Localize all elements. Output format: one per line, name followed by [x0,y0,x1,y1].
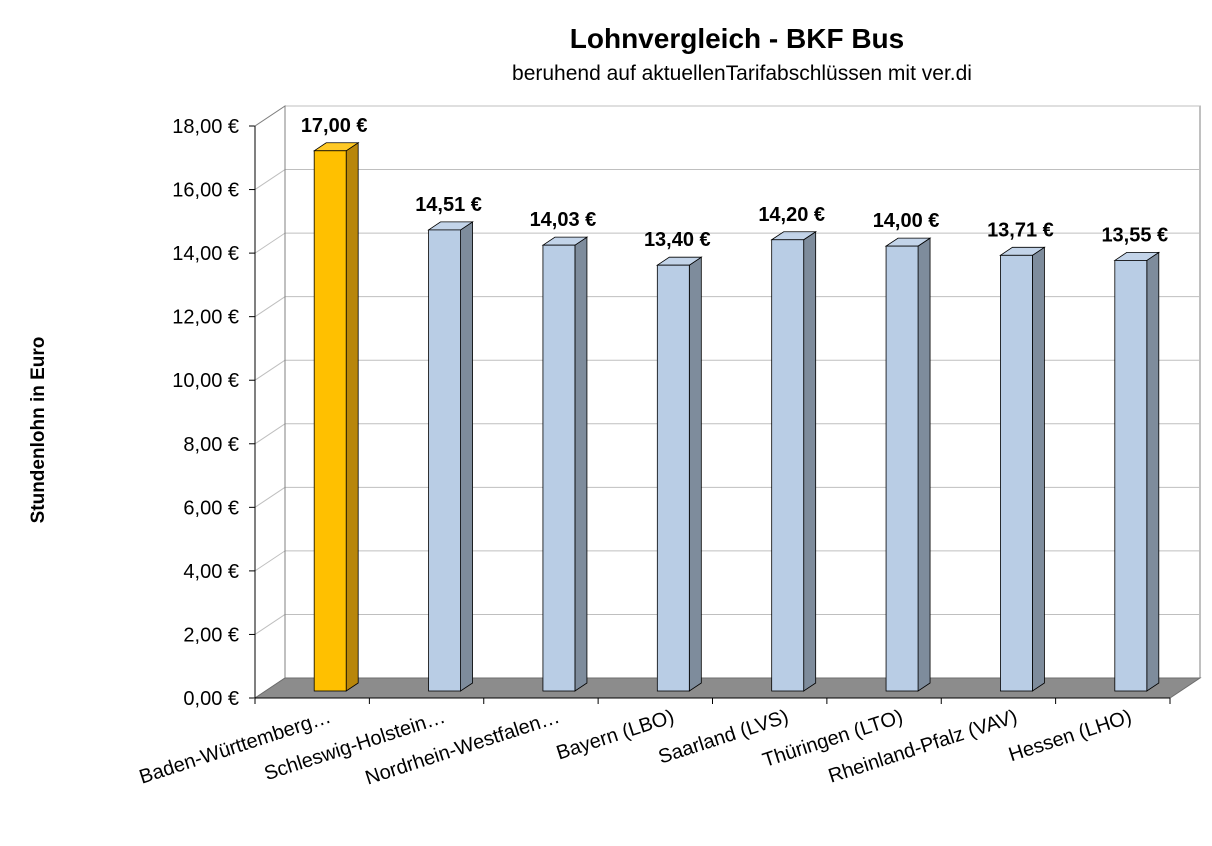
gridline-side [254,296,286,318]
data-label: 14,00 € [873,210,940,232]
bar-side [1146,251,1160,692]
gridline-side [254,486,286,508]
y-tick-label: 4,00 € [183,561,239,583]
y-tick-label: 2,00 € [183,624,239,646]
bar-front [428,229,461,692]
bar-front [313,150,347,692]
bar [541,236,589,692]
chart-subtitle: beruhend auf aktuellenTarifabschlüssen m… [512,62,972,85]
x-tick-label: Nordrhein-Westfalen… [363,706,563,790]
y-tick-label: 18,00 € [172,116,239,138]
bar-front [885,245,919,692]
gridline-side [254,614,286,635]
plot-side-wall [254,105,286,699]
plot-area: 0,00 € 2,00 € 4,00 € 6,00 € 8,00 € 10,00 € 12,… [137,105,1202,790]
bar-side [345,142,359,692]
data-label: 13,40 € [644,229,711,251]
y-tick-label: 8,00 € [183,434,239,456]
gridline-side [254,232,286,254]
y-tick-label: 6,00 € [183,497,239,519]
data-label: 13,55 € [1101,224,1168,246]
bar-front [771,239,805,692]
bar-front [1000,254,1033,692]
y-tick-label: 10,00 € [172,370,239,392]
bar [1113,251,1161,692]
bar [999,246,1046,692]
y-axis-label: Stundenlohn in Euro [28,337,49,524]
gridline-side [254,423,286,445]
x-tick-label: Baden-Württemberg… [137,706,334,789]
y-tick-label: 12,00 € [172,307,239,329]
bar [312,142,360,692]
bar-side [574,236,588,692]
data-label: 17,00 € [301,115,368,137]
bar-side [917,237,931,692]
bar-side [803,231,817,692]
gridline-side [254,359,286,381]
bar [884,237,932,692]
data-label: 13,71 € [987,219,1054,241]
plot-back-wall [284,105,1201,679]
bar [770,231,818,692]
bar [655,256,703,692]
y-tick-label: 16,00 € [172,180,239,202]
bar-front [1114,260,1148,692]
y-tick-label: 14,00 € [172,243,239,265]
data-label: 14,20 € [758,204,825,226]
bar [427,221,474,692]
data-label: 14,51 € [415,194,482,216]
gridline-side [254,169,286,190]
bar-side [688,256,702,692]
x-tick-label: Rheinland-Pfalz (VAV) [826,706,1020,788]
gridline-side [254,550,286,572]
bar-side [460,221,473,692]
bar-side [1032,246,1045,692]
bar-front [542,244,576,692]
data-label: 14,03 € [530,209,597,231]
plot-floor [253,677,1202,699]
bar-front [656,264,690,692]
x-tick-label: Hessen (LHO) [1006,706,1134,766]
y-tick-label: 0,00 € [183,688,239,710]
chart-title: Lohnvergleich - BKF Bus [570,23,904,54]
